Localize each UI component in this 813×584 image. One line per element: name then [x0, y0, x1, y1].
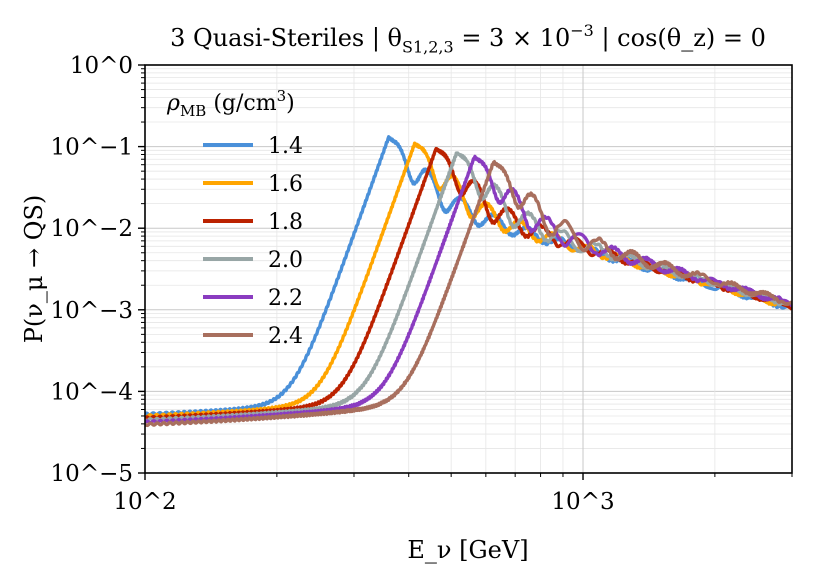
legend-label: 2.2 — [268, 286, 303, 311]
legend-title: ρMB (g/cm3) — [166, 87, 295, 120]
series-line-2.4 — [145, 159, 792, 428]
y-axis-label: P(ν_μ → QS) — [20, 195, 48, 344]
legend-label: 1.6 — [268, 172, 303, 197]
x-tick-label: 10^3 — [551, 489, 614, 515]
series-line-2.2 — [145, 154, 792, 425]
legend: ρMB (g/cm3) 1.4 1.6 1.8 2.0 2.2 2.4 — [166, 87, 303, 349]
plot-frame — [144, 64, 793, 474]
y-tick-label: 10^−3 — [51, 298, 133, 324]
y-tick-label: 10^0 — [70, 53, 133, 79]
x-tick-label: 10^2 — [113, 489, 176, 515]
y-tick-label: 10^−5 — [51, 461, 133, 487]
legend-label: 1.4 — [268, 134, 303, 159]
y-tick-label: 10^−1 — [51, 135, 133, 161]
legend-label: 2.0 — [268, 248, 303, 273]
series-line-2.0 — [145, 151, 792, 423]
legend-label: 2.4 — [268, 324, 303, 349]
legend-label: 1.8 — [268, 210, 303, 235]
y-tick-label: 10^−4 — [51, 379, 133, 405]
chart-title: 3 Quasi-Steriles | θS1,2,3 = 3 × 10−3 | … — [170, 21, 766, 57]
x-axis-label: E_ν [GeV] — [407, 536, 528, 564]
series-group — [145, 135, 792, 428]
y-tick-label: 10^−2 — [51, 216, 133, 242]
ticks: 10^−5 10^−4 10^−3 10^−2 10^−1 10^0 10^2 10^3 — [51, 53, 793, 515]
